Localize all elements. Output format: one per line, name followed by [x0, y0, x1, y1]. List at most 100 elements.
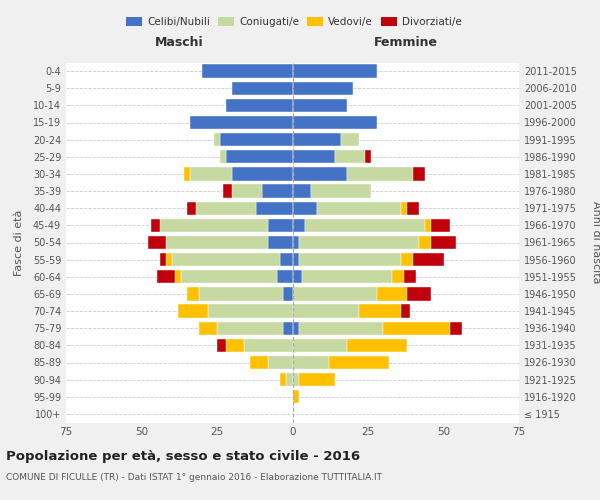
Bar: [293, 356, 329, 369]
Bar: [299, 322, 383, 335]
Bar: [160, 253, 166, 266]
Bar: [359, 304, 401, 318]
Bar: [317, 202, 401, 215]
Bar: [347, 167, 413, 180]
Bar: [293, 373, 299, 386]
Text: Femmine: Femmine: [374, 36, 438, 49]
Bar: [404, 270, 416, 283]
Bar: [293, 133, 341, 146]
Bar: [232, 167, 293, 180]
Bar: [293, 338, 347, 352]
Bar: [214, 133, 220, 146]
Bar: [305, 218, 425, 232]
Bar: [187, 287, 199, 300]
Bar: [217, 338, 226, 352]
Bar: [293, 270, 302, 283]
Bar: [293, 82, 353, 95]
Bar: [217, 322, 283, 335]
Bar: [431, 218, 449, 232]
Bar: [299, 373, 335, 386]
Bar: [175, 270, 181, 283]
Bar: [407, 287, 431, 300]
Bar: [407, 202, 419, 215]
Bar: [299, 236, 419, 249]
Bar: [157, 270, 175, 283]
Bar: [293, 236, 299, 249]
Bar: [151, 218, 160, 232]
Bar: [392, 270, 404, 283]
Bar: [178, 304, 208, 318]
Bar: [293, 253, 299, 266]
Bar: [293, 218, 305, 232]
Bar: [256, 202, 293, 215]
Bar: [329, 356, 389, 369]
Bar: [293, 202, 317, 215]
Bar: [262, 184, 293, 198]
Bar: [302, 270, 392, 283]
Bar: [220, 150, 226, 164]
Bar: [293, 167, 347, 180]
Text: Maschi: Maschi: [155, 36, 203, 49]
Y-axis label: Anni di nascita: Anni di nascita: [590, 201, 600, 284]
Bar: [293, 390, 299, 404]
Bar: [341, 133, 359, 146]
Bar: [383, 322, 449, 335]
Bar: [187, 202, 196, 215]
Bar: [286, 373, 293, 386]
Bar: [413, 253, 443, 266]
Bar: [190, 167, 232, 180]
Bar: [181, 270, 277, 283]
Bar: [419, 236, 431, 249]
Bar: [449, 322, 461, 335]
Bar: [172, 253, 280, 266]
Bar: [425, 218, 431, 232]
Text: Popolazione per età, sesso e stato civile - 2016: Popolazione per età, sesso e stato civil…: [6, 450, 360, 463]
Bar: [347, 338, 407, 352]
Bar: [190, 116, 293, 129]
Bar: [283, 322, 293, 335]
Bar: [401, 253, 413, 266]
Bar: [293, 116, 377, 129]
Bar: [365, 150, 371, 164]
Bar: [283, 287, 293, 300]
Bar: [377, 287, 407, 300]
Bar: [232, 82, 293, 95]
Bar: [202, 64, 293, 78]
Bar: [220, 133, 293, 146]
Bar: [166, 236, 268, 249]
Bar: [293, 322, 299, 335]
Bar: [413, 167, 425, 180]
Text: COMUNE DI FICULLE (TR) - Dati ISTAT 1° gennaio 2016 - Elaborazione TUTTITALIA.IT: COMUNE DI FICULLE (TR) - Dati ISTAT 1° g…: [6, 472, 382, 482]
Bar: [199, 322, 217, 335]
Bar: [148, 236, 166, 249]
Bar: [226, 98, 293, 112]
Bar: [166, 253, 172, 266]
Bar: [250, 356, 268, 369]
Bar: [268, 218, 293, 232]
Bar: [160, 218, 268, 232]
Bar: [299, 253, 401, 266]
Bar: [293, 287, 377, 300]
Bar: [244, 338, 293, 352]
Bar: [196, 202, 256, 215]
Bar: [223, 184, 232, 198]
Bar: [280, 373, 286, 386]
Bar: [208, 304, 293, 318]
Bar: [268, 236, 293, 249]
Bar: [184, 167, 190, 180]
Bar: [431, 236, 455, 249]
Y-axis label: Fasce di età: Fasce di età: [14, 210, 25, 276]
Bar: [232, 184, 262, 198]
Bar: [226, 150, 293, 164]
Bar: [293, 150, 335, 164]
Bar: [268, 356, 293, 369]
Bar: [293, 64, 377, 78]
Bar: [293, 304, 359, 318]
Bar: [401, 304, 410, 318]
Bar: [293, 184, 311, 198]
Bar: [311, 184, 371, 198]
Bar: [277, 270, 293, 283]
Bar: [226, 338, 244, 352]
Bar: [280, 253, 293, 266]
Legend: Celibi/Nubili, Coniugati/e, Vedovi/e, Divorziati/e: Celibi/Nubili, Coniugati/e, Vedovi/e, Di…: [122, 12, 466, 32]
